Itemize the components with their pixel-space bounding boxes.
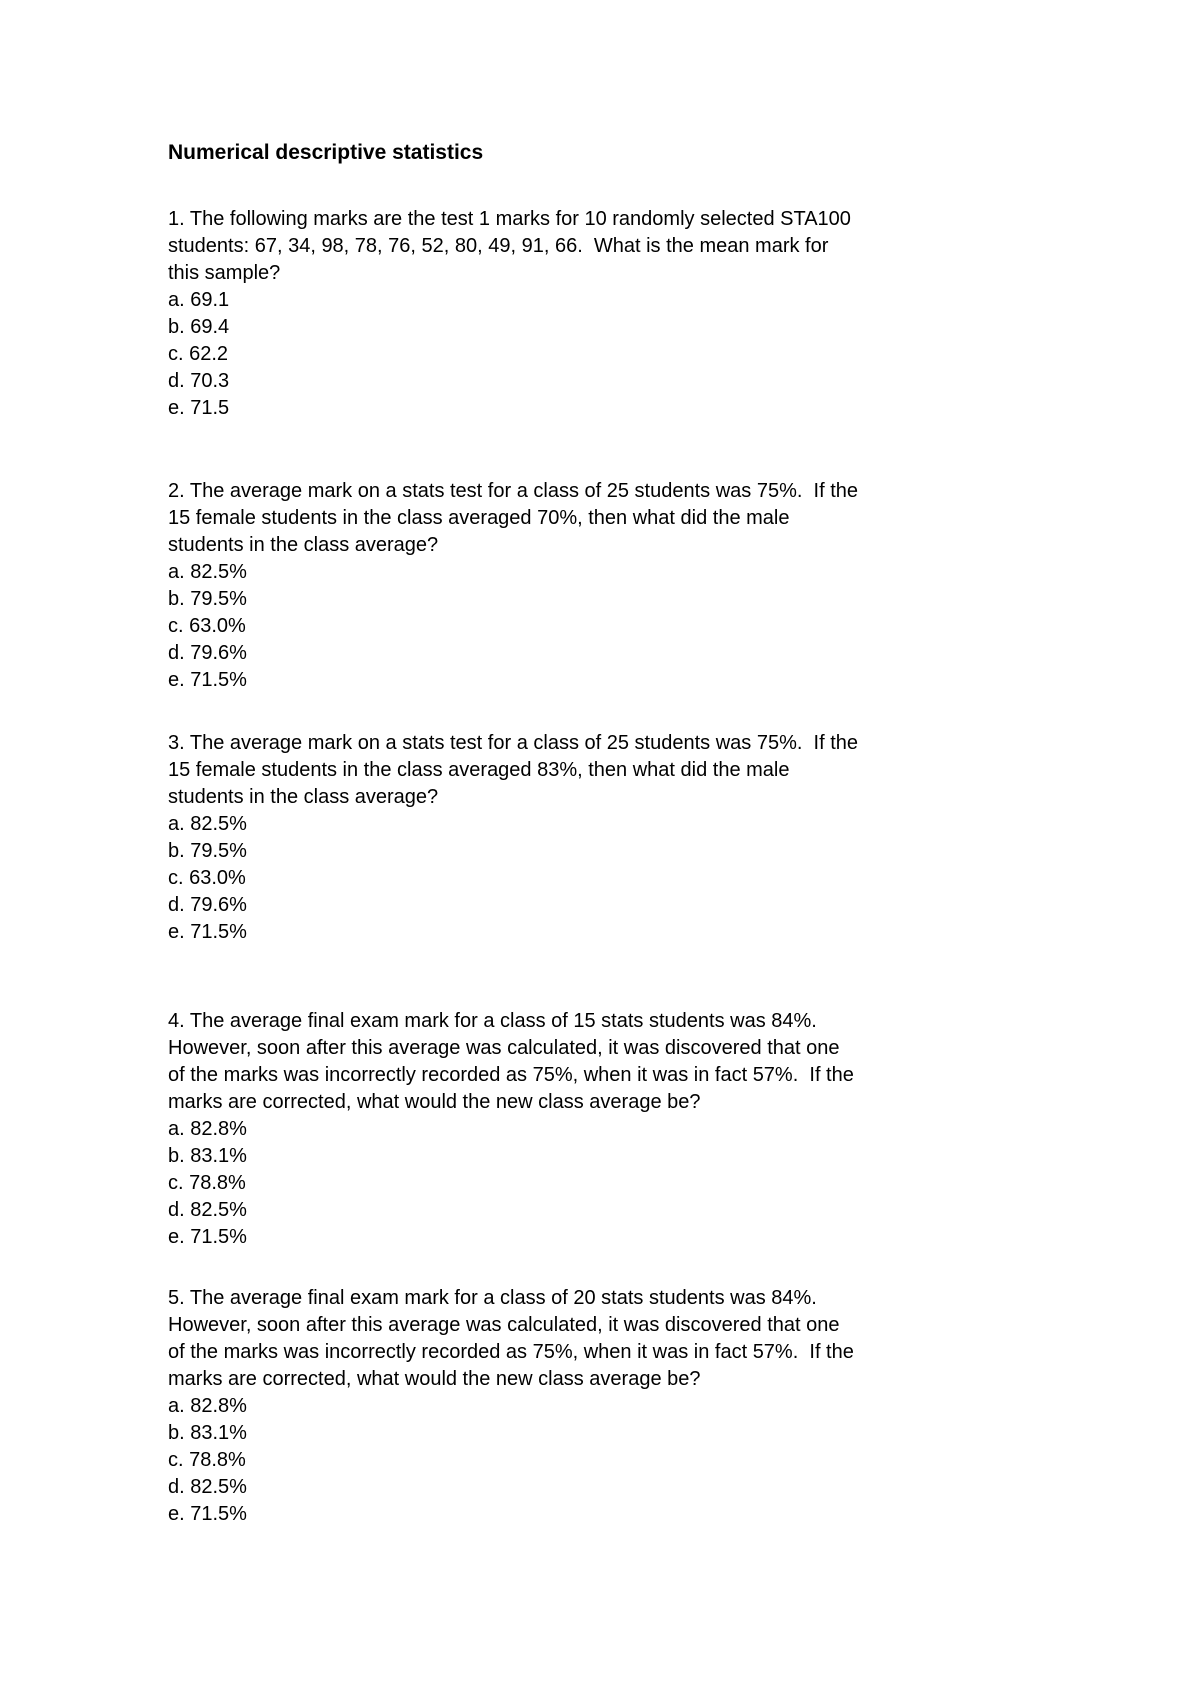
question-4-option-b: b. 83.1% bbox=[168, 1145, 247, 1167]
question-5-option-c: c. 78.8% bbox=[168, 1449, 246, 1471]
question-4-option-e: e. 71.5% bbox=[168, 1226, 247, 1248]
question-1: 1. The following marks are the test 1 ma… bbox=[168, 206, 1035, 422]
question-3: 3. The average mark on a stats test for … bbox=[168, 730, 1035, 946]
question-3-option-b: b. 79.5% bbox=[168, 840, 247, 862]
question-1-text: 1. The following marks are the test 1 ma… bbox=[168, 208, 851, 284]
question-1-option-e: e. 71.5 bbox=[168, 397, 230, 419]
question-2-text: 2. The average mark on a stats test for … bbox=[168, 480, 858, 556]
question-3-text: 3. The average mark on a stats test for … bbox=[168, 732, 858, 808]
question-3-option-c: c. 63.0% bbox=[168, 867, 246, 889]
question-3-option-a: a. 82.5% bbox=[168, 813, 247, 835]
question-2-option-c: c. 63.0% bbox=[168, 615, 246, 637]
question-1-option-a: a. 69.1 bbox=[168, 289, 230, 311]
question-3-option-d: d. 79.6% bbox=[168, 894, 247, 916]
question-5-option-a: a. 82.8% bbox=[168, 1395, 247, 1417]
question-2-option-d: d. 79.6% bbox=[168, 642, 247, 664]
page-title: Numerical descriptive statistics bbox=[168, 141, 484, 164]
question-2-option-a: a. 82.5% bbox=[168, 561, 247, 583]
question-5-option-d: d. 82.5% bbox=[168, 1476, 247, 1498]
question-5-option-b: b. 83.1% bbox=[168, 1422, 247, 1444]
question-2-option-e: e. 71.5% bbox=[168, 669, 247, 691]
question-4-option-a: a. 82.8% bbox=[168, 1118, 247, 1140]
question-1-option-d: d. 70.3 bbox=[168, 370, 230, 392]
question-3-option-e: e. 71.5% bbox=[168, 921, 247, 943]
question-5-option-e: e. 71.5% bbox=[168, 1503, 247, 1525]
question-4-option-d: d. 82.5% bbox=[168, 1199, 247, 1221]
question-2-option-b: b. 79.5% bbox=[168, 588, 247, 610]
question-5-text: 5. The average final exam mark for a cla… bbox=[168, 1287, 854, 1390]
question-4-text: 4. The average final exam mark for a cla… bbox=[168, 1010, 854, 1113]
question-4-option-c: c. 78.8% bbox=[168, 1172, 246, 1194]
question-2: 2. The average mark on a stats test for … bbox=[168, 478, 1035, 694]
question-1-option-c: c. 62.2 bbox=[168, 343, 229, 365]
question-1-option-b: b. 69.4 bbox=[168, 316, 230, 338]
question-5: 5. The average final exam mark for a cla… bbox=[168, 1285, 1035, 1528]
question-4: 4. The average final exam mark for a cla… bbox=[168, 1008, 1035, 1251]
